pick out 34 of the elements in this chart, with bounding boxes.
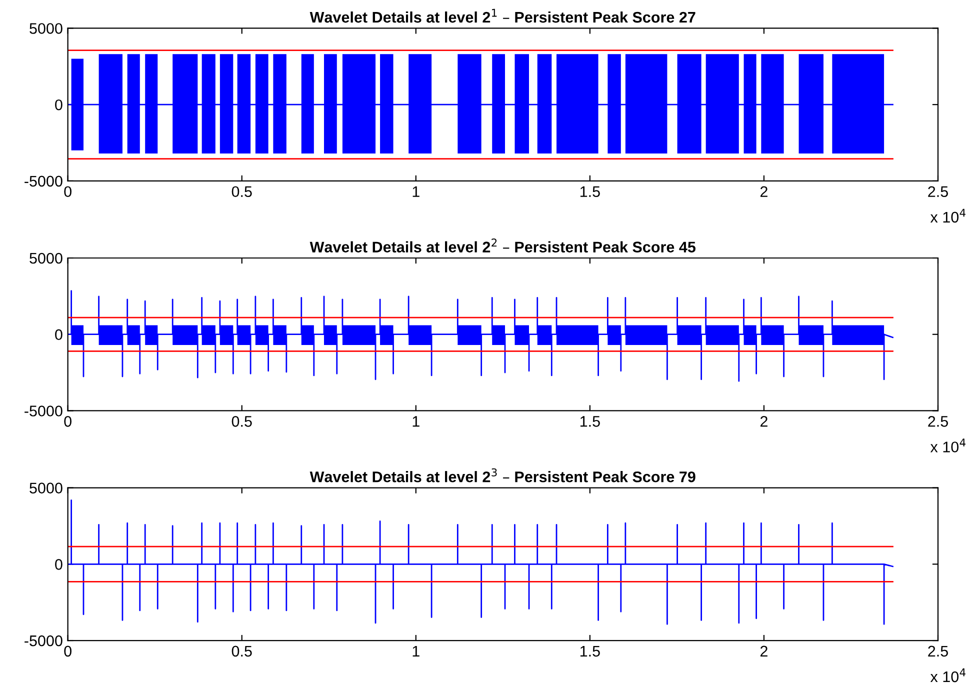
x-tick-label: 2.5 xyxy=(928,186,948,198)
y-tick-label: 0 xyxy=(55,99,62,110)
x-tick-label: 2 xyxy=(760,416,768,427)
x-tick-label: 0.5 xyxy=(232,646,252,657)
chart-title: Wavelet Details at level 2$^{3}$ – Persistent Peak Score 79 xyxy=(310,468,696,482)
chart-title: Wavelet Details at level 2$^{2}$ – Persistent Peak Score 45 xyxy=(310,238,696,252)
y-tick-label: 5000 xyxy=(30,252,62,264)
y-tick-label: -5000 xyxy=(24,176,62,187)
x-tick-label: 2 xyxy=(760,646,768,656)
x-tick-label: 0.5 xyxy=(232,416,252,427)
x-tick-label: 1 xyxy=(412,186,420,197)
x-tick-label: 0 xyxy=(64,186,72,198)
y-tick-label: -5000 xyxy=(24,635,62,646)
y-tick-label: 0 xyxy=(55,559,62,570)
x-tick-label: 2.5 xyxy=(928,416,948,427)
text: x 10$^{4}$ xyxy=(930,208,966,223)
x-tick-label: 0 xyxy=(64,646,72,657)
x-tick-label: 1 xyxy=(412,646,420,656)
x-tick-label: 0.5 xyxy=(232,186,252,198)
x-tick-label: 2 xyxy=(760,186,768,197)
x-tick-label: 1.5 xyxy=(580,186,600,198)
y-tick-label: 5000 xyxy=(30,23,62,34)
line-series xyxy=(68,499,894,625)
x-tick-label: 1.5 xyxy=(580,646,600,657)
text: x 10$^{4}$ xyxy=(930,668,966,682)
y-tick-label: 5000 xyxy=(30,482,62,494)
text: x 10$^{4}$ xyxy=(930,438,966,452)
x-tick-label: 1 xyxy=(412,416,420,427)
x-tick-label: 1.5 xyxy=(580,416,600,427)
chart-title: Wavelet Details at level 2$^{1}$ – Persistent Peak Score 27 xyxy=(310,8,696,23)
x-tick-label: 2.5 xyxy=(928,646,948,657)
y-tick-label: 0 xyxy=(55,329,62,340)
y-tick-label: -5000 xyxy=(24,406,62,416)
x-tick-label: 0 xyxy=(64,416,72,427)
